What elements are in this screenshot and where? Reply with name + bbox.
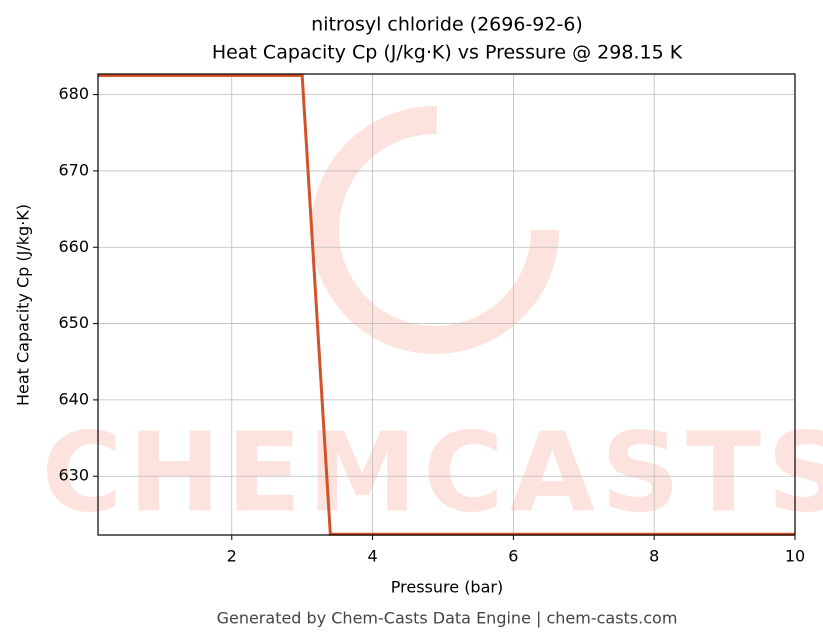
y-tick-label: 630	[58, 466, 89, 485]
x-tick-label: 2	[227, 547, 237, 566]
x-tick-label: 6	[508, 547, 518, 566]
watermark-logo	[311, 106, 559, 354]
x-axis-label: Pressure (bar)	[391, 578, 503, 597]
y-tick-label: 650	[58, 313, 89, 332]
y-tick-label: 660	[58, 237, 89, 256]
x-tick-label: 10	[785, 547, 805, 566]
data-line	[98, 74, 795, 536]
x-tick-label: 8	[649, 547, 659, 566]
chart-title: nitrosyl chloride (2696-92-6)	[311, 14, 583, 36]
plot-frame	[97, 73, 796, 536]
footer: Generated by Chem-Casts Data Engine | ch…	[217, 609, 678, 628]
y-axis-label: Heat Capacity Cp (J/kg·K)	[14, 204, 33, 406]
watermark: CHEMCASTS	[42, 408, 823, 536]
y-tick-label: 680	[58, 84, 89, 103]
y-tick-label: 640	[58, 389, 89, 408]
x-tick-label: 4	[367, 547, 377, 566]
y-tick-label: 670	[58, 160, 89, 179]
chart-subtitle: Heat Capacity Cp (J/kg·K) vs Pressure @ …	[212, 42, 683, 64]
